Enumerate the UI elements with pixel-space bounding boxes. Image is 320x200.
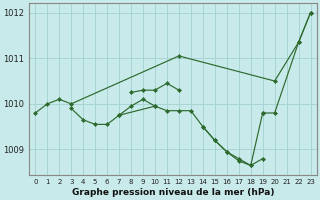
X-axis label: Graphe pression niveau de la mer (hPa): Graphe pression niveau de la mer (hPa): [72, 188, 274, 197]
